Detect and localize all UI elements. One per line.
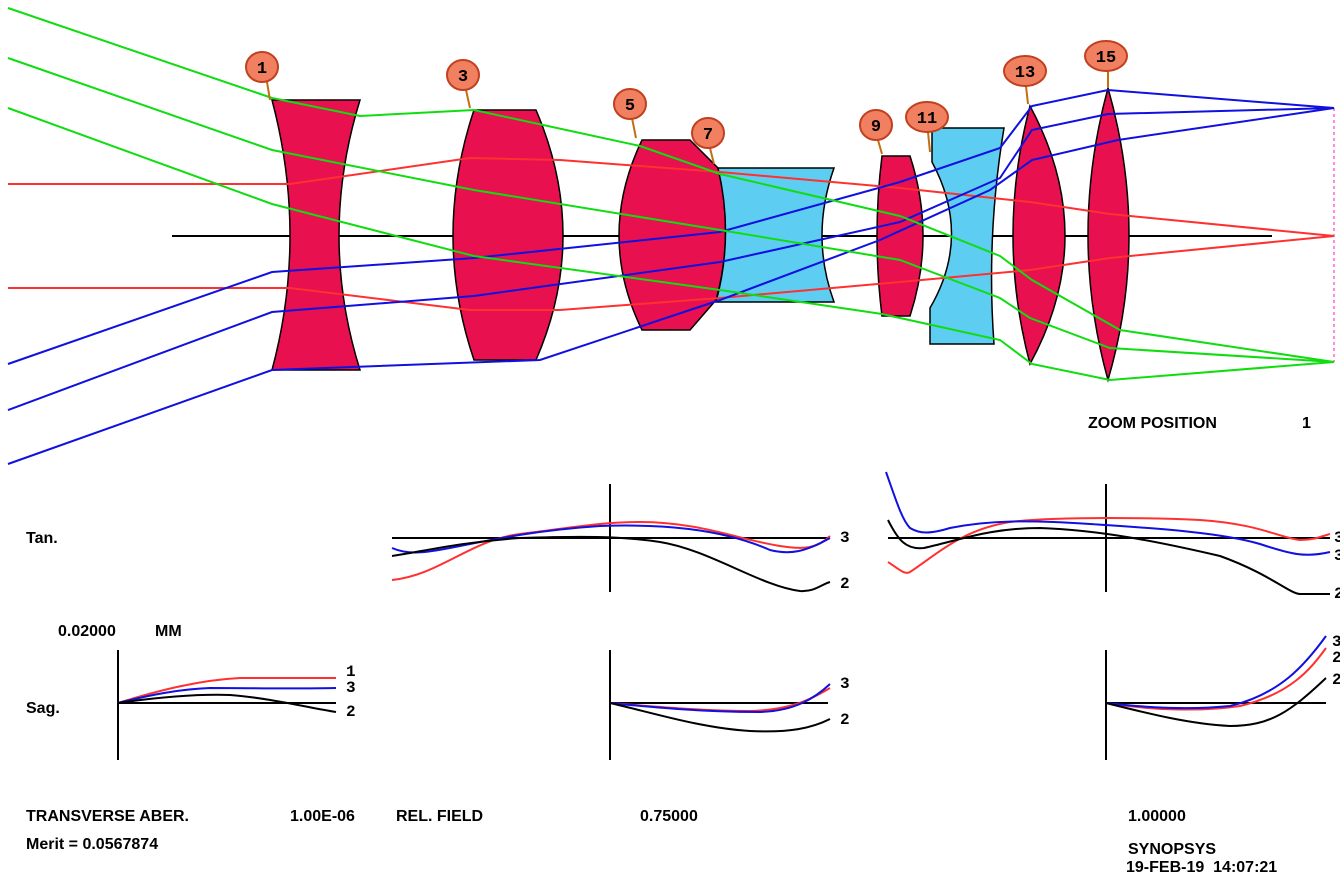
sag-edge-label-3: 3 bbox=[1332, 633, 1340, 651]
sag-mid-curve-black bbox=[609, 702, 831, 733]
sag-axis-label-3: 3 bbox=[346, 679, 356, 697]
ray-field-edge-3 bbox=[7, 107, 1335, 382]
field-value-1: 0.75000 bbox=[640, 808, 698, 825]
ray-field-edge-2 bbox=[7, 57, 1335, 363]
tan-edge-curve-black bbox=[887, 519, 1330, 595]
sag-axis-curve-blue bbox=[117, 686, 337, 704]
surface-tag-15: 15 bbox=[1084, 40, 1128, 88]
scale-unit: MM bbox=[155, 623, 182, 640]
ray-field-edge-1 bbox=[7, 7, 1335, 363]
lens-element-13 bbox=[1012, 103, 1066, 367]
sag-mid-curve-red bbox=[609, 687, 831, 713]
svg-text:3: 3 bbox=[458, 68, 468, 87]
lens-element-15 bbox=[1087, 85, 1130, 383]
surface-tag-9: 9 bbox=[859, 109, 893, 155]
ray-field-mid-1 bbox=[7, 88, 1335, 365]
transverse-aberration-label: TRANSVERSE ABER. bbox=[26, 808, 189, 825]
tan-mid-label-2: 2 bbox=[840, 575, 850, 593]
tan-mid-curve-blue bbox=[391, 524, 831, 554]
program-name: SYNOPSYS bbox=[1128, 841, 1216, 858]
surface-tag-5: 5 bbox=[613, 88, 647, 139]
surface-tag-13: 13 bbox=[1003, 55, 1047, 105]
sag-edge-label-2b: 2 bbox=[1332, 671, 1340, 689]
surface-tag-3: 3 bbox=[446, 59, 480, 109]
sag-edge-curve-black bbox=[1105, 677, 1327, 728]
surface-tag-1: 1 bbox=[245, 51, 279, 101]
svg-text:7: 7 bbox=[703, 126, 713, 145]
lens-element-3 bbox=[452, 109, 564, 361]
scale-value: 0.02000 bbox=[58, 623, 116, 640]
lens-element-7 bbox=[715, 167, 836, 303]
svg-text:11: 11 bbox=[917, 110, 937, 129]
surface-tag-7: 7 bbox=[691, 117, 725, 165]
tan-mid-curve-red bbox=[391, 520, 831, 581]
ray-field-mid-3 bbox=[7, 107, 1335, 465]
ray-axial-upper bbox=[8, 156, 1335, 237]
timestamp: 19-FEB-19 14:07:21 bbox=[1126, 859, 1277, 876]
lens-element-1 bbox=[271, 99, 362, 371]
sag-axis-label-2: 2 bbox=[346, 703, 356, 721]
zoom-position-label: ZOOM POSITION bbox=[1088, 415, 1217, 432]
ray-axial-lower bbox=[8, 235, 1335, 311]
relative-field-label: REL. FIELD bbox=[396, 808, 483, 825]
wavelength-value: 1.00E-06 bbox=[290, 808, 355, 825]
svg-text:15: 15 bbox=[1096, 49, 1116, 68]
field-value-2: 1.00000 bbox=[1128, 808, 1186, 825]
tan-mid-label-3: 3 bbox=[840, 529, 850, 547]
sag-mid-curve-blue bbox=[609, 683, 831, 714]
sag-edge-curve-red bbox=[1105, 647, 1327, 711]
svg-text:1: 1 bbox=[257, 60, 267, 79]
lens-element-9 bbox=[876, 155, 924, 317]
tan-edge-label-3b: 3 bbox=[1334, 547, 1340, 565]
sagittal-label: Sag. bbox=[26, 700, 60, 717]
svg-text:13: 13 bbox=[1015, 64, 1035, 83]
sag-edge-label-2a: 2 bbox=[1332, 649, 1340, 667]
surface-tags: 1 3 5 7 9 11 13 bbox=[245, 40, 1128, 165]
merit-value: Merit = 0.0567874 bbox=[26, 836, 158, 853]
surface-tag-11: 11 bbox=[905, 101, 949, 153]
sag-axis-label-1: 1 bbox=[346, 663, 356, 681]
tan-edge-label-2: 2 bbox=[1334, 585, 1340, 603]
svg-text:9: 9 bbox=[871, 118, 881, 137]
zoom-position-value: 1 bbox=[1302, 415, 1311, 432]
ray-field-mid-2 bbox=[7, 107, 1335, 411]
tan-mid-curve-black bbox=[391, 535, 831, 593]
sag-mid-label-3: 3 bbox=[840, 675, 850, 693]
sag-edge-curve-blue bbox=[1105, 635, 1327, 710]
aberration-plot-axes bbox=[117, 484, 1330, 760]
sag-mid-label-2: 2 bbox=[840, 711, 850, 729]
tan-edge-label-3a: 3 bbox=[1334, 529, 1340, 547]
tan-edge-curve-red bbox=[887, 517, 1331, 574]
tan-edge-curve-blue bbox=[885, 471, 1331, 556]
sag-axis-curve-black bbox=[117, 693, 337, 713]
svg-text:5: 5 bbox=[625, 97, 635, 116]
tangential-label: Tan. bbox=[26, 530, 58, 547]
